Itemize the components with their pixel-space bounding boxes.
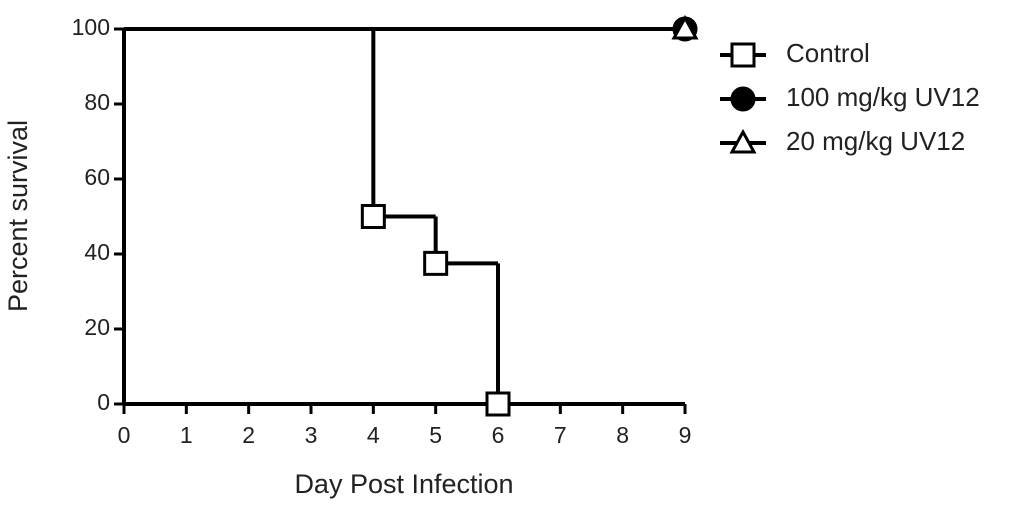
x-tick-label: 7: [554, 422, 567, 448]
marker: [671, 14, 699, 40]
x-tick-label: 4: [367, 422, 380, 448]
y-tick-label: 100: [72, 14, 110, 40]
marker: [360, 204, 386, 229]
legend-label: 20 mg/kg UV12: [786, 126, 965, 156]
x-tick-label: 8: [616, 422, 629, 448]
x-tick-label: 0: [118, 422, 131, 448]
legend-marker: [730, 42, 756, 68]
y-tick-label: 80: [84, 89, 110, 115]
y-axis-label: Percent survival: [3, 120, 33, 312]
legend-label: 100 mg/kg UV12: [786, 82, 980, 112]
x-tick-label: 5: [429, 422, 442, 448]
y-tick-label: 0: [97, 389, 110, 415]
x-tick-label: 3: [305, 422, 318, 448]
x-tick-label: 1: [180, 422, 193, 448]
legend-marker: [730, 86, 756, 112]
legend-marker: [729, 128, 757, 154]
y-tick-label: 20: [84, 314, 110, 340]
x-tick-label: 2: [242, 422, 255, 448]
x-axis-label: Day Post Infection: [294, 469, 513, 499]
marker: [423, 250, 449, 276]
y-tick-label: 40: [84, 239, 110, 265]
legend-label: Control: [786, 38, 870, 68]
marker: [485, 391, 511, 417]
y-tick-label: 60: [84, 164, 110, 190]
x-tick-label: 6: [492, 422, 505, 448]
x-tick-label: 9: [679, 422, 692, 448]
